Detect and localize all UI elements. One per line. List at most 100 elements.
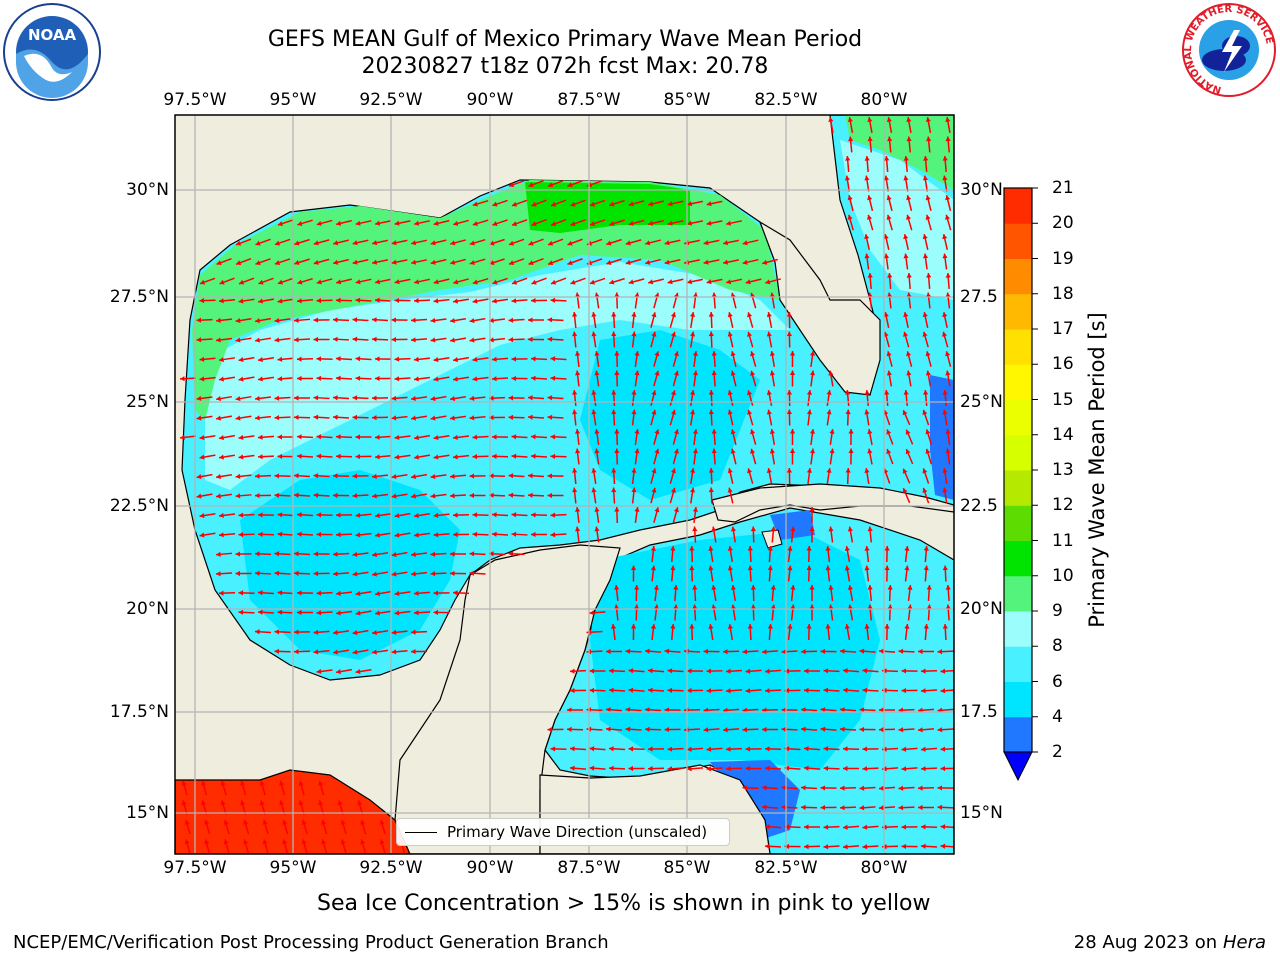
wave-arrow — [764, 668, 782, 674]
wave-arrow — [886, 429, 894, 445]
wave-arrow — [220, 780, 227, 796]
wave-arrow — [301, 839, 308, 854]
wave-arrow — [332, 395, 350, 401]
wave-arrow — [925, 448, 933, 465]
wave-arrow — [784, 824, 801, 830]
wave-arrow — [920, 668, 938, 674]
wave-arrow — [667, 200, 684, 207]
wave-arrow — [293, 337, 311, 343]
wave-arrow — [235, 395, 252, 402]
wave-arrow — [672, 507, 679, 523]
wave-arrow — [803, 824, 821, 830]
wave-arrow — [847, 214, 854, 231]
wave-arrow — [747, 390, 754, 406]
wave-arrow — [391, 259, 408, 265]
wave-arrow — [411, 239, 427, 246]
wave-arrow — [781, 649, 798, 655]
wave-arrow — [452, 434, 470, 441]
wave-arrow — [355, 434, 372, 440]
wave-arrow — [727, 312, 734, 328]
wave-arrow — [572, 331, 578, 348]
wave-arrow — [335, 453, 353, 459]
wave-arrow — [727, 623, 734, 641]
wave-arrow — [692, 370, 699, 387]
wave-arrow — [336, 278, 352, 285]
wave-arrow — [689, 565, 695, 582]
wave-arrow — [235, 473, 252, 479]
wave-arrow — [332, 629, 350, 636]
wave-arrow — [828, 604, 834, 621]
wave-arrow — [829, 448, 835, 465]
wave-arrow — [492, 219, 508, 227]
wave-arrow — [809, 370, 816, 387]
wave-arrow — [907, 584, 913, 602]
wave-arrow — [235, 415, 252, 421]
wave-arrow — [828, 526, 834, 543]
wave-arrow — [313, 473, 330, 479]
wave-arrow — [223, 839, 230, 854]
wave-arrow — [391, 551, 408, 558]
wave-arrow — [848, 448, 854, 465]
wave-arrow — [809, 526, 815, 543]
colorbar-segment — [1004, 434, 1032, 471]
wave-arrow — [823, 824, 840, 830]
wave-arrow — [488, 337, 506, 343]
wave-arrow — [926, 292, 932, 309]
wave-arrow — [800, 707, 818, 713]
wave-arrow — [937, 727, 954, 733]
wave-arrow — [730, 604, 737, 621]
wave-arrow — [220, 800, 227, 815]
wave-arrow — [784, 843, 801, 850]
wave-arrow — [942, 565, 948, 582]
wave-arrow — [609, 199, 625, 207]
wave-arrow — [591, 467, 597, 485]
wave-arrow — [594, 448, 600, 465]
wave-arrow — [488, 414, 506, 421]
lon-tick-label-top: 90°W — [466, 90, 514, 110]
wave-arrow — [706, 688, 723, 694]
wave-arrow — [235, 257, 252, 266]
wave-arrow — [433, 532, 450, 538]
wave-arrow — [410, 317, 428, 323]
wave-arrow — [770, 526, 776, 543]
wave-arrow — [904, 565, 910, 582]
wave-arrow — [920, 688, 938, 694]
wave-arrow — [274, 492, 291, 498]
wave-arrow — [625, 707, 642, 713]
wave-arrow — [394, 278, 411, 285]
wave-arrow — [614, 350, 620, 368]
wave-arrow — [884, 623, 890, 641]
wave-arrow — [942, 155, 948, 173]
wave-arrow — [550, 532, 567, 538]
wave-arrow — [394, 376, 411, 382]
wave-arrow — [611, 487, 617, 504]
wave-arrow — [747, 623, 753, 641]
wave-arrow — [706, 278, 723, 285]
wave-arrow — [631, 487, 637, 504]
wave-arrow — [414, 220, 430, 226]
wave-arrow — [826, 467, 832, 485]
wave-arrow — [491, 531, 509, 537]
deep-blue-patch-florida — [930, 375, 954, 500]
wave-arrow — [201, 800, 208, 815]
wave-arrow — [508, 180, 525, 188]
wave-arrow — [547, 473, 564, 479]
wave-arrow — [864, 175, 870, 192]
wave-arrow — [235, 551, 252, 557]
wave-arrow — [335, 512, 353, 518]
lon-tick-label-bottom: 85°W — [663, 858, 711, 878]
wave-arrow — [472, 219, 489, 227]
wave-arrow — [608, 687, 626, 693]
wave-arrow — [767, 623, 773, 641]
wave-arrow — [937, 785, 954, 791]
wave-arrow — [235, 493, 252, 499]
wave-arrow — [375, 278, 391, 285]
wave-arrow — [847, 584, 854, 602]
wave-arrow — [845, 389, 851, 407]
wave-arrow — [650, 623, 656, 641]
wave-arrow — [530, 356, 548, 362]
wave-arrow — [374, 610, 392, 616]
wave-arrow — [298, 780, 305, 796]
wave-arrow — [630, 565, 637, 582]
lat-tick-label-left: 15°N — [126, 803, 169, 823]
